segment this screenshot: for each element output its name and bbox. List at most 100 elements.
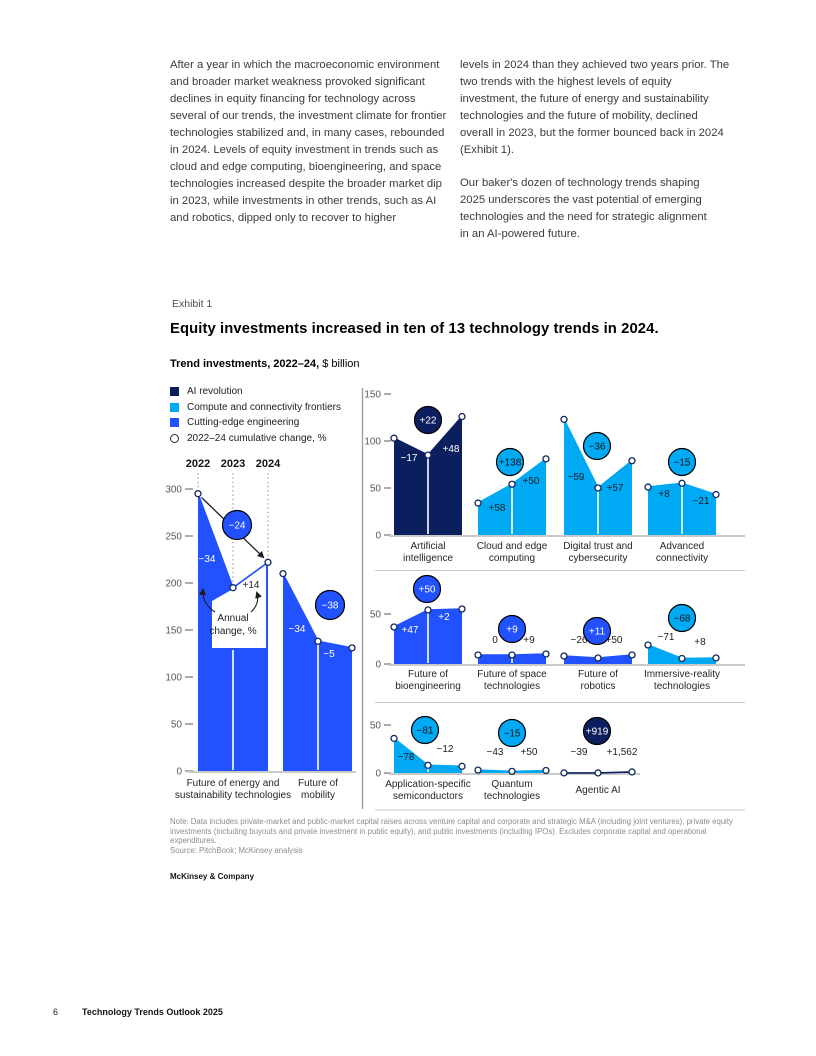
- legend-label: Compute and connectivity frontiers: [187, 401, 341, 413]
- legend-label: 2022–24 cumulative change, %: [187, 432, 327, 444]
- chart-agentic-ai: −39 +1,562 +919 Agentic AI: [560, 716, 638, 796]
- data-point: [424, 451, 432, 459]
- chart-label: Immersive-reality: [644, 669, 720, 680]
- chart-label: Future of energy and: [187, 778, 280, 789]
- annual-change-label: −78: [398, 752, 415, 763]
- data-point: [712, 654, 720, 662]
- footer-title: Technology Trends Outlook 2025: [82, 1007, 223, 1017]
- data-point: [390, 434, 398, 442]
- chart-label: mobility: [301, 790, 335, 801]
- annual-change-label: +48: [443, 444, 460, 455]
- source-text: Source: PitchBook; McKinsey analysis: [170, 846, 303, 856]
- data-point: [644, 641, 652, 649]
- cumulative-change-value: −68: [674, 614, 691, 625]
- annual-change-label: +8: [694, 637, 706, 648]
- body-column-2: levels in 2024 than they achieved two ye…: [460, 57, 732, 243]
- data-point: [594, 769, 602, 777]
- y-tick-label: 50: [171, 720, 183, 731]
- legend-open-circle-icon: [170, 433, 179, 443]
- y-tick-label: 100: [364, 437, 381, 448]
- data-point: [458, 412, 466, 421]
- data-point: [390, 734, 398, 743]
- data-point: [560, 652, 568, 660]
- exhibit-title: Equity investments increased in ten of 1…: [170, 321, 659, 337]
- annual-change-label: +14: [243, 580, 260, 591]
- annual-change-label: −17: [401, 453, 418, 464]
- cumulative-change-value: −15: [504, 729, 521, 740]
- area-fill: [394, 738, 462, 773]
- annual-change-label: −43: [487, 747, 504, 758]
- chart-label: Future of: [578, 669, 618, 680]
- chart-label: Advanced: [660, 541, 704, 552]
- data-point: [542, 766, 550, 775]
- body-paragraph-2: Our baker's dozen of technology trends s…: [460, 177, 707, 240]
- chart-application-specific-semiconductors: −78 −12−81 Application-specificsemiconduct…: [385, 715, 471, 802]
- exhibit-subtitle-bold: Trend investments, 2022–24,: [170, 358, 320, 370]
- chart-note: Note: Data includes private-market and p…: [170, 817, 748, 856]
- legend-label: Cutting-edge engineering: [187, 417, 300, 429]
- cumulative-change-value: −15: [674, 458, 691, 469]
- exhibit-subtitle-unit: $ billion: [319, 358, 360, 370]
- annual-change-label: −59: [568, 472, 585, 483]
- year-label: 2023: [221, 458, 245, 470]
- y-axis-ticks: 0 50: [370, 721, 391, 780]
- annual-change-label: 0: [492, 635, 498, 646]
- data-point: [424, 761, 432, 769]
- data-point: [474, 766, 482, 774]
- cumulative-change-badge: [667, 447, 697, 477]
- year-label: 2022: [186, 458, 210, 470]
- chart-label: Future of: [408, 669, 448, 680]
- annual-change-label: +50: [523, 476, 540, 487]
- svg-text:change, %: change, %: [209, 626, 256, 637]
- y-axis-ticks: 0 50 100 150 200 250 300: [165, 485, 193, 778]
- data-point: [194, 490, 202, 498]
- chart-label: Cloud and edge: [477, 541, 548, 552]
- chart-label: Future of space: [477, 669, 547, 680]
- data-point: [390, 623, 398, 631]
- cumulative-change-badge: [582, 616, 612, 646]
- cumulative-change-badge: [667, 603, 697, 633]
- chart-label: technologies: [484, 791, 540, 802]
- body-column-1: After a year in which the macroeconomic …: [170, 57, 448, 227]
- cumulative-change-badge: [582, 716, 612, 746]
- data-point: [348, 644, 356, 652]
- annual-change-label: +57: [607, 483, 624, 494]
- body-paragraph-1-continued: levels in 2024 than they achieved two ye…: [460, 59, 730, 156]
- legend-swatch-square-icon: [170, 418, 179, 428]
- mckinsey-brand: McKinsey & Company: [170, 872, 255, 881]
- legend-swatch-square-icon: [170, 387, 179, 397]
- y-tick-label: 0: [375, 769, 381, 780]
- y-tick-label: 50: [370, 484, 382, 495]
- y-tick-label: 300: [165, 485, 182, 496]
- y-tick-label: 0: [375, 531, 381, 542]
- y-tick-label: 100: [165, 673, 182, 684]
- data-point: [594, 654, 602, 662]
- chart-label: Agentic AI: [575, 785, 620, 796]
- body-paragraph-1: After a year in which the macroeconomic …: [170, 59, 447, 224]
- data-point: [542, 455, 550, 463]
- data-point: [678, 654, 686, 663]
- annual-change-label: −34: [289, 624, 306, 635]
- y-tick-label: 200: [165, 579, 182, 590]
- annual-change-label: +8: [658, 489, 670, 500]
- y-tick-label: 0: [375, 660, 381, 671]
- data-point: [508, 651, 516, 659]
- chart-label: sustainability technologies: [175, 790, 291, 801]
- data-point: [678, 479, 686, 487]
- annual-change-label: −5: [323, 649, 335, 660]
- legend-item-compute-connectivity: Compute and connectivity frontiers: [170, 400, 341, 416]
- data-point: [542, 650, 550, 658]
- data-point: [458, 762, 466, 770]
- annotation-arrow: [250, 591, 262, 613]
- chart-legend: AI revolution Compute and connectivity f…: [170, 384, 341, 446]
- annual-change-annotation: Annual change, %: [198, 588, 262, 637]
- legend-swatch-square-icon: [170, 402, 179, 412]
- note-text: Note: Data includes private-market and p…: [170, 817, 733, 846]
- annual-change-label: −26: [571, 635, 588, 646]
